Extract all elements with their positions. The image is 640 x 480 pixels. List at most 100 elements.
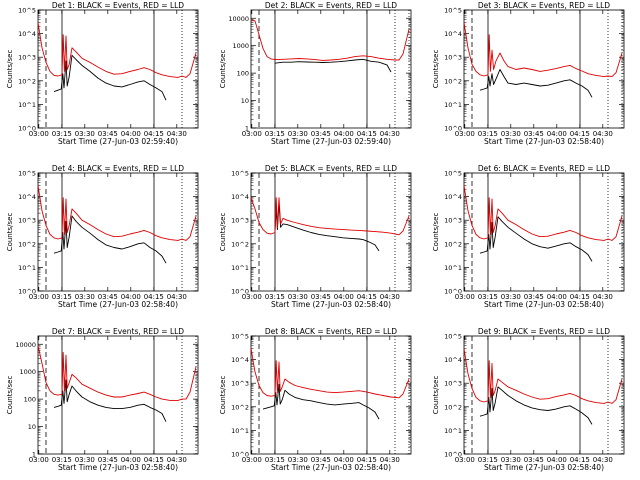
y-tick-label: 10^3: [231, 217, 249, 225]
x-tick-label: 04:15: [570, 130, 590, 138]
y-axis-label: Counts/sec: [6, 376, 14, 415]
x-tick-label: 03:15: [52, 456, 72, 464]
x-tick-label: 03:00: [455, 130, 475, 138]
x-axis-label: Start Time (27-Jun-03 02:59:40): [271, 137, 391, 146]
x-tick-label: 03:30: [288, 456, 308, 464]
x-tick-label: 04:00: [547, 130, 567, 138]
series-line-events: [479, 386, 593, 425]
series-line-lld: [250, 197, 410, 236]
plot-frame: [463, 172, 625, 292]
y-tick-label: 10^3: [18, 54, 36, 62]
x-tick-label: 04:30: [593, 130, 613, 138]
x-tick-label: 04:15: [357, 456, 377, 464]
chart-panel-9: Det 9: BLACK = Events, RED = LLD 03:00 03:…: [432, 327, 625, 472]
y-tick-label: 10^1: [444, 264, 462, 272]
panel-title: Det 9: BLACK = Events, RED = LLD: [478, 327, 610, 336]
series-line-lld: [37, 185, 197, 241]
x-axis-label: Start Time (27-Jun-03 02:58:40): [484, 137, 604, 146]
series-line-lld: [250, 19, 410, 61]
x-tick-label: 03:45: [311, 456, 331, 464]
x-tick-label: 04:30: [380, 130, 400, 138]
x-tick-label: 04:15: [570, 293, 590, 301]
x-tick-label: 03:45: [98, 130, 118, 138]
y-tick-label: 10000: [15, 341, 36, 349]
x-tick-label: 04:15: [144, 456, 164, 464]
x-tick-label: 03:45: [98, 456, 118, 464]
x-tick-label: 03:30: [288, 293, 308, 301]
y-tick-label: 10: [241, 97, 249, 105]
x-tick-label: 03:45: [524, 293, 544, 301]
x-tick-label: 03:00: [29, 130, 49, 138]
y-tick-label: 10^1: [231, 427, 249, 435]
x-tick-label: 03:30: [501, 456, 521, 464]
plot-frame: [37, 9, 199, 129]
y-tick-label: 10^0: [18, 125, 36, 133]
x-tick-label: 03:00: [242, 293, 262, 301]
y-tick-label: 10^3: [18, 217, 36, 225]
x-tick-label: 03:15: [265, 130, 285, 138]
y-tick-label: 10^1: [18, 101, 36, 109]
x-tick-label: 04:00: [334, 130, 354, 138]
y-tick-label: 10^4: [444, 356, 462, 364]
y-tick-label: 10^0: [231, 451, 249, 459]
plot-frame: [250, 172, 412, 292]
y-tick-label: 10^5: [231, 170, 249, 178]
y-tick-label: 100: [237, 70, 249, 78]
x-tick-label: 04:15: [144, 130, 164, 138]
y-tick-label: 1000: [19, 368, 36, 376]
y-tick-label: 10^5: [231, 333, 249, 341]
series-line-lld: [37, 345, 197, 401]
x-tick-label: 03:15: [52, 293, 72, 301]
x-tick-label: 03:00: [455, 456, 475, 464]
x-axis-label: Start Time (27-Jun-03 02:58:40): [484, 300, 604, 309]
panel-title: Det 8: BLACK = Events, RED = LLD: [265, 327, 397, 336]
x-tick-label: 04:30: [167, 130, 187, 138]
x-tick-label: 04:15: [144, 293, 164, 301]
x-tick-label: 04:30: [380, 456, 400, 464]
y-tick-label: 10^2: [231, 403, 249, 411]
series-line-events: [53, 379, 167, 422]
y-axis-label: Counts/sec: [219, 376, 227, 415]
y-tick-label: 10^1: [18, 264, 36, 272]
y-tick-label: 10^4: [231, 356, 249, 364]
series-line-events: [479, 69, 593, 98]
x-tick-label: 04:00: [334, 293, 354, 301]
series-line-events: [53, 54, 167, 101]
y-tick-label: 10^5: [444, 333, 462, 341]
y-axis-label: Counts/sec: [6, 50, 14, 89]
y-axis-label: Counts/sec: [219, 50, 227, 89]
y-tick-label: 1: [245, 125, 249, 133]
y-tick-label: 10: [28, 423, 36, 431]
x-axis-label: Start Time (27-Jun-03 02:58:40): [58, 463, 178, 472]
x-tick-label: 04:30: [167, 293, 187, 301]
x-axis-label: Start Time (27-Jun-03 02:58:40): [271, 463, 391, 472]
x-tick-label: 04:00: [121, 456, 141, 464]
y-tick-label: 10^3: [444, 54, 462, 62]
x-tick-label: 03:00: [29, 456, 49, 464]
x-axis-label: Start Time (27-Jun-03 02:58:40): [484, 463, 604, 472]
y-tick-label: 10^1: [444, 101, 462, 109]
panel-title: Det 7: BLACK = Events, RED = LLD: [52, 327, 184, 336]
y-axis-label: Counts/sec: [6, 213, 14, 252]
y-tick-label: 10^0: [444, 288, 462, 296]
x-tick-label: 03:30: [501, 130, 521, 138]
series-line-events: [262, 383, 380, 420]
y-axis-label: Counts/sec: [432, 213, 440, 252]
series-line-lld: [463, 185, 623, 241]
x-tick-label: 03:45: [98, 293, 118, 301]
y-tick-label: 10^2: [18, 240, 36, 248]
x-axis-label: Start Time (27-Jun-03 02:58:40): [58, 300, 178, 309]
plot-frame: [463, 9, 625, 129]
x-tick-label: 04:00: [547, 456, 567, 464]
x-tick-label: 03:45: [524, 130, 544, 138]
x-tick-label: 04:30: [167, 456, 187, 464]
x-tick-label: 04:15: [570, 456, 590, 464]
panel-title: Det 6: BLACK = Events, RED = LLD: [478, 164, 610, 173]
y-tick-label: 10^3: [444, 217, 462, 225]
x-tick-label: 04:15: [357, 293, 377, 301]
